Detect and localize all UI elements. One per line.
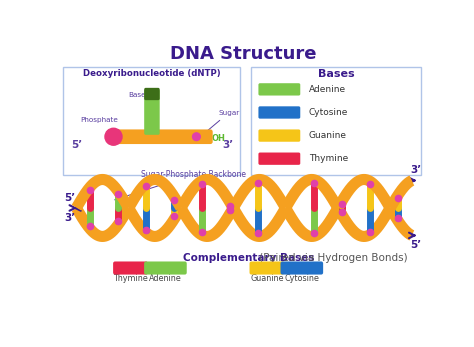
Text: Deoxyribonucleotide (dNTP): Deoxyribonucleotide (dNTP): [82, 69, 220, 78]
FancyBboxPatch shape: [258, 153, 300, 165]
Text: Adenine: Adenine: [149, 274, 182, 283]
Text: 3’: 3’: [410, 165, 421, 175]
Text: 3’: 3’: [223, 140, 234, 150]
FancyBboxPatch shape: [258, 106, 300, 119]
FancyBboxPatch shape: [251, 67, 421, 175]
FancyBboxPatch shape: [281, 262, 323, 274]
Text: Base: Base: [128, 92, 150, 104]
FancyBboxPatch shape: [249, 262, 284, 274]
FancyBboxPatch shape: [107, 129, 213, 144]
FancyBboxPatch shape: [63, 67, 240, 175]
Text: Cytosine: Cytosine: [309, 108, 348, 117]
Text: Phosphate: Phosphate: [81, 117, 118, 123]
Text: Sugar: Sugar: [202, 110, 239, 135]
Text: 3’: 3’: [64, 213, 76, 222]
FancyBboxPatch shape: [258, 83, 300, 95]
FancyBboxPatch shape: [144, 88, 160, 100]
Text: Guanine: Guanine: [309, 131, 347, 140]
Text: Guanine: Guanine: [250, 274, 284, 283]
Text: Complementary Bases: Complementary Bases: [183, 253, 315, 263]
Circle shape: [105, 128, 122, 145]
Text: Adenine: Adenine: [309, 85, 346, 94]
Text: 5’: 5’: [64, 193, 76, 203]
FancyBboxPatch shape: [113, 262, 148, 274]
FancyBboxPatch shape: [258, 129, 300, 142]
Text: OH: OH: [212, 134, 226, 143]
Text: Sugar-Phosphate Backbone: Sugar-Phosphate Backbone: [115, 170, 246, 200]
Text: Thymine: Thymine: [309, 154, 348, 163]
Text: Cytosine: Cytosine: [284, 274, 319, 283]
Text: (Paired via Hydrogen Bonds): (Paired via Hydrogen Bonds): [256, 253, 408, 263]
Text: 5’: 5’: [71, 140, 82, 150]
FancyBboxPatch shape: [144, 90, 160, 135]
Text: DNA Structure: DNA Structure: [170, 45, 316, 64]
Text: Thymine: Thymine: [113, 274, 148, 283]
FancyBboxPatch shape: [144, 262, 187, 274]
Circle shape: [192, 133, 201, 141]
Text: Bases: Bases: [318, 69, 354, 79]
Text: 5’: 5’: [410, 240, 421, 250]
